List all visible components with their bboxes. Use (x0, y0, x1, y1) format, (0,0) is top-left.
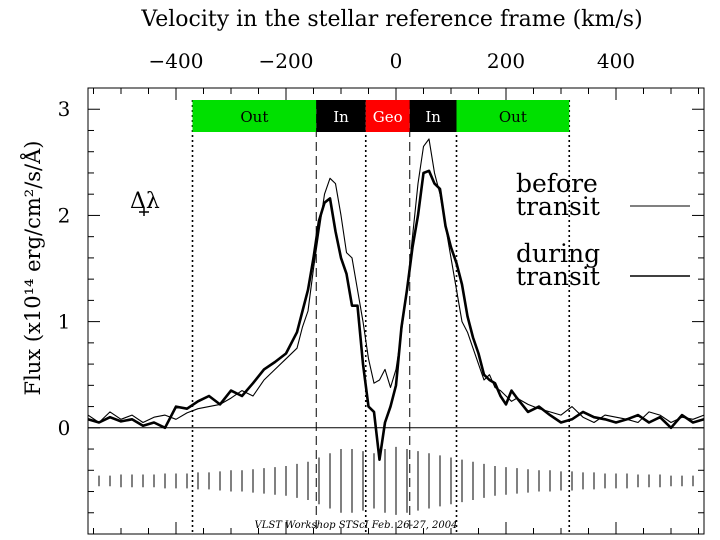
legend-label: transit (516, 262, 600, 291)
region-block (365, 100, 410, 132)
region-label: Out (240, 108, 268, 126)
footer-note: VLST Workshop STScI Feb. 26-27, 2004 (255, 520, 458, 531)
y-tick-label: 0 (58, 416, 71, 440)
region-block (456, 100, 570, 132)
plot-area: −400 −200 0 200 400 0 1 2 3 Out In Geo In Out Δλ before… (58, 49, 705, 535)
region-block (192, 100, 317, 132)
x-tick-label: 200 (487, 49, 525, 73)
y-tick-label: 1 (58, 310, 71, 334)
y-tick-label: 2 (58, 203, 71, 227)
legend-label: during (516, 239, 600, 268)
region-block (409, 100, 457, 132)
x-tick-label: −400 (149, 49, 204, 73)
x-tick-label: −200 (259, 49, 314, 73)
y-tick-label: 3 (58, 97, 71, 121)
legend-label: before (516, 169, 598, 198)
delta-lambda-label: Δλ (130, 189, 160, 214)
region-label: In (333, 108, 349, 126)
y-axis-label: Flux (x10¹⁴ erg/cm²/s/Å) (20, 141, 45, 396)
region-label: In (425, 108, 441, 126)
region-label: Geo (373, 108, 403, 126)
legend-label: transit (516, 192, 600, 221)
region-label: Out (499, 108, 527, 126)
x-tick-label: 0 (390, 49, 403, 73)
chart-title: Velocity in the stellar reference frame … (140, 7, 642, 32)
series-line-during-transit (87, 169, 705, 461)
x-tick-label: 400 (597, 49, 635, 73)
region-block (316, 100, 366, 132)
